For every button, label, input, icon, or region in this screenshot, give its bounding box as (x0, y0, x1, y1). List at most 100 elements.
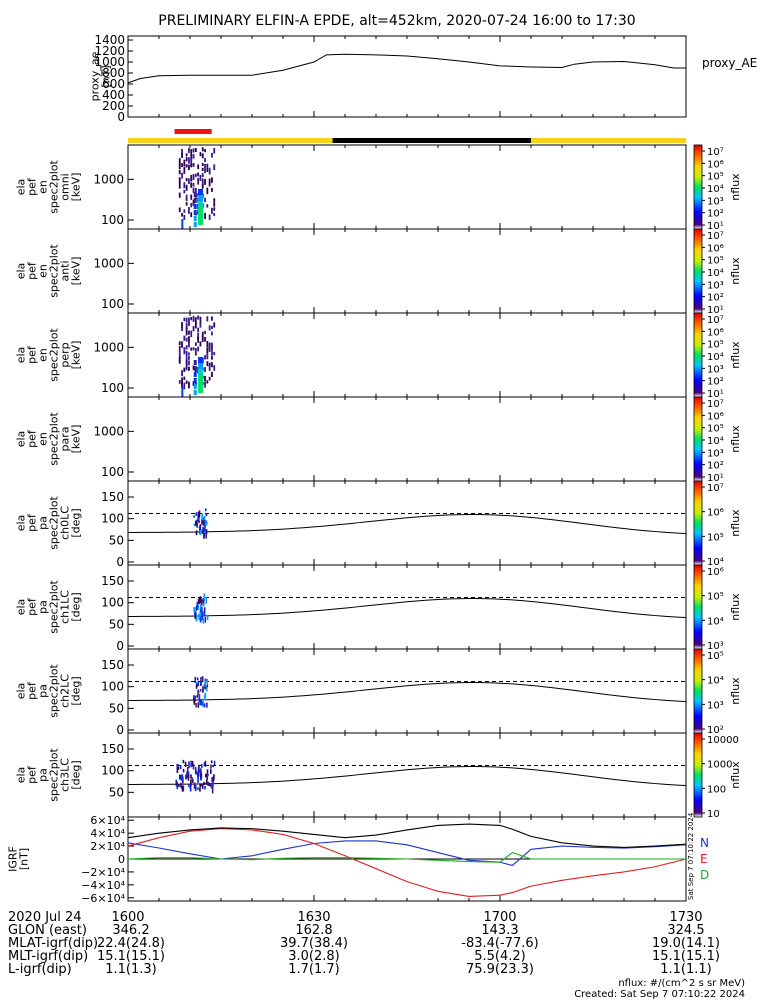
pitch-angle-cell (200, 771, 202, 778)
pitch-angle-cell (190, 774, 192, 779)
spectrogram-cell (198, 195, 204, 201)
y-tick-label: 50 (109, 701, 124, 715)
spectrogram-cell (185, 197, 188, 202)
spectrogram-cell (178, 163, 181, 169)
spectrogram-cell (194, 352, 197, 356)
pitch-angle-cell (188, 761, 190, 769)
spectrogram-cell (206, 341, 209, 348)
spectrogram-cell (185, 337, 188, 342)
pa-ch3-colorbar (693, 732, 703, 818)
spectrogram-cell (181, 172, 183, 179)
pitch-angle-cell (204, 760, 207, 767)
pitch-angle-cell (210, 760, 213, 764)
spectrogram-cell (206, 163, 209, 167)
pitch-angle-cell (198, 526, 201, 529)
y-tick-label: 50 (109, 785, 124, 799)
spectrogram-cell (201, 173, 204, 178)
spectrogram-cell (181, 153, 183, 158)
y-axis-label: ch1LC (59, 590, 72, 624)
spectrogram-cell (188, 207, 190, 214)
spectrogram-cell (181, 341, 183, 348)
y-tick-label: 1000 (93, 256, 124, 270)
colorbar-tick-label: 10¹ (707, 221, 724, 232)
pitch-angle-cell (196, 522, 198, 528)
spectrogram-cell (178, 380, 181, 384)
pitch-angle-cell (177, 766, 180, 770)
colorbar-tick-label: 10⁷ (707, 231, 724, 242)
status-segment (128, 138, 333, 143)
spectrogram-cell (213, 147, 216, 154)
footer-row-value: 324.5 (667, 923, 704, 938)
spectrogram-cell (181, 370, 183, 377)
footer-row-value: 1.1(1.3) (105, 962, 157, 977)
pitch-angle-cell (190, 760, 192, 768)
spectrogram-cell (188, 366, 190, 371)
colorbar-tick-label: 10⁶ (707, 411, 724, 422)
pitch-angle-cell (193, 695, 195, 701)
y-axis-label: [keV] (70, 425, 83, 454)
spectrogram-cell (181, 219, 184, 229)
pitch-angle-cell (182, 759, 185, 764)
spectrogram-cell (188, 178, 190, 184)
spectrogram-cell (178, 356, 181, 362)
igrf-y-label: IGRF[nT] (7, 846, 31, 872)
spectrogram-cell (181, 212, 183, 217)
pitch-angle-cell (194, 612, 197, 616)
pitch-angle-cell (185, 774, 187, 780)
spectrogram-cell (190, 212, 193, 218)
y-axis-label: pef (26, 429, 39, 448)
pitch-angle-cell (203, 607, 206, 613)
spectrogram-cell (213, 164, 216, 171)
spectrogram-cell (198, 381, 204, 387)
y-tick-label: 1000 (94, 55, 125, 69)
spectrogram-cell (213, 322, 216, 328)
spectrogram-cell (213, 198, 216, 203)
spectrogram-cell (198, 375, 204, 381)
y-axis-label: anti (59, 260, 72, 281)
pitch-angle-cell (205, 513, 208, 517)
spectrogram-cell (185, 157, 188, 162)
pitch-angle-cell (177, 764, 179, 767)
spectrogram-cell (199, 341, 202, 347)
pitch-angle-cell (206, 769, 209, 775)
spectrogram-cell (194, 347, 197, 355)
y-tick-label: 100 (101, 381, 124, 395)
pitch-angle-cell (197, 787, 199, 790)
pitch-angle-cell (197, 767, 200, 772)
spectrogram-cell (193, 360, 197, 365)
colorbar-tick-label: 10⁵ (707, 424, 724, 435)
colorbar-tick-label: 10 (707, 809, 720, 820)
pitch-angle-cell (208, 782, 211, 787)
spectrogram-cell (190, 202, 193, 208)
pitch-angle-cell (187, 774, 190, 781)
igrf-series-N (127, 840, 687, 867)
loss-cone-line (127, 682, 687, 703)
igrf-legend-D: D (700, 868, 709, 882)
footer-row-label: MLT-igrf(dip) (8, 949, 88, 964)
spectrogram-cell (206, 204, 209, 208)
colorbar-tick-label: 10⁶ (707, 159, 724, 170)
spectrogram-cell (211, 351, 213, 356)
pitch-angle-cell (195, 681, 198, 686)
y-tick-label: 0 (118, 853, 125, 866)
footer-time-tick: 1700 (483, 910, 516, 925)
spectrogram-cell (204, 336, 206, 342)
y-tick-label: 0 (116, 555, 124, 569)
pitch-angle-cell (199, 604, 202, 611)
pitch-angle-cell (199, 787, 201, 792)
spectrogram-cell (183, 382, 186, 390)
spectrogram-cell (193, 192, 197, 197)
spectrogram-cell (183, 214, 186, 220)
y-axis-label: ela (15, 431, 28, 448)
colorbar-tick-label: 10⁵ (707, 592, 724, 603)
spectrogram-cell (188, 322, 190, 327)
spectrogram-cell (188, 352, 190, 356)
spectrogram-cell (193, 210, 197, 215)
spectrogram-cell (206, 380, 209, 384)
y-axis-label: pef (26, 177, 39, 196)
spectrogram-cell (199, 316, 202, 324)
colorbar-label-text: nflux (729, 761, 742, 789)
